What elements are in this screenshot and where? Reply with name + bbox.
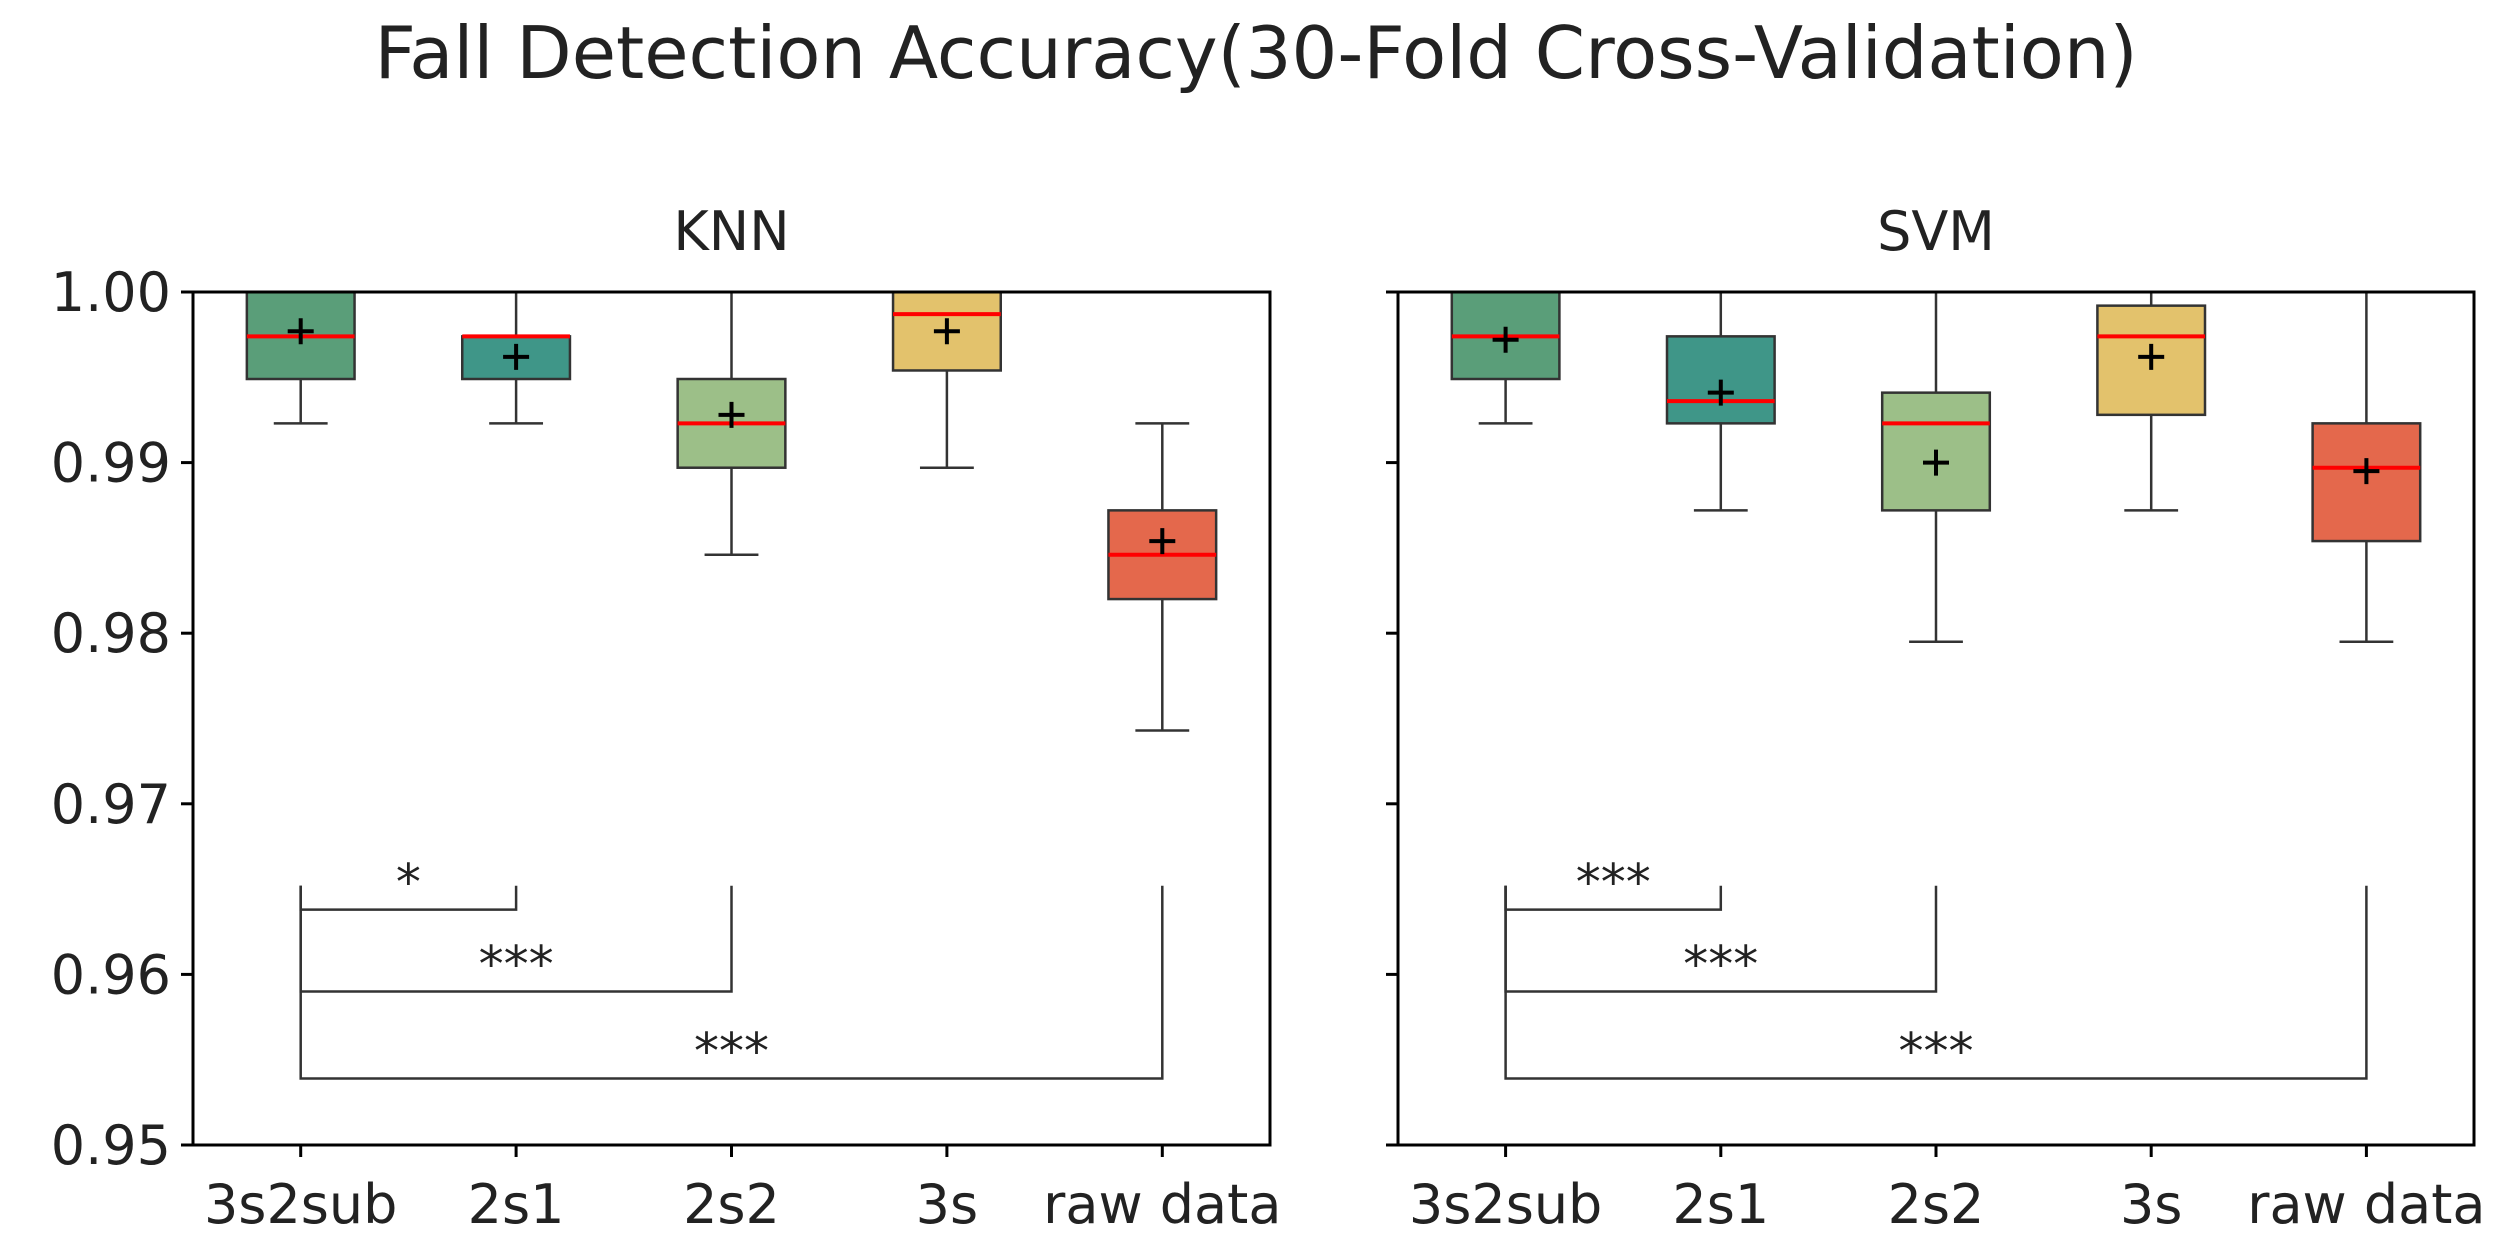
box-2s2 [676,290,787,556]
mean-marker [1707,379,1734,406]
box-raw-data [1107,422,1218,732]
x-tick-label: raw data [2247,1173,2485,1236]
mean-marker [2353,458,2380,485]
box-3s2sub [1450,290,1561,425]
plot-frame [191,290,1272,1147]
significance-bracket: * [299,854,518,912]
y-tick-label: 0.98 [51,602,171,665]
panel-title: SVM [1877,200,1995,263]
box-raw-data [2311,290,2422,643]
y-tick-label: 1.00 [51,261,171,324]
plot-frame [1396,290,2476,1147]
mean-marker [287,318,314,345]
figure-title: Fall Detection Accuracy(30-Fold Cross-Va… [374,11,2137,95]
significance-label: *** [694,1022,769,1080]
x-tick-label: 2s1 [468,1173,565,1236]
bracket-line [299,885,1164,1080]
mean-marker [1149,528,1176,555]
panel-svm: SVM 3s2sub 2s1 2s2 3s raw data *** *** *** [1386,200,2486,1236]
mean-marker [1923,449,1949,476]
x-tick-label: 3s [916,1173,979,1236]
mean-marker [1492,326,1519,353]
significance-bracket: *** [1504,885,1938,993]
box-2s1 [461,290,572,425]
x-tick-label: raw data [1043,1173,1281,1236]
y-tick-label: 0.95 [51,1114,171,1177]
x-tick-label: 3s [2120,1173,2183,1236]
significance-label: * [396,854,421,912]
box-2s1 [1665,290,1776,512]
x-tick-label: 2s2 [683,1173,780,1236]
significance-bracket: *** [299,885,1164,1080]
significance-label: *** [1899,1022,1974,1080]
x-tick-label: 3s2sub [204,1173,397,1236]
x-tick-label: 3s2sub [1409,1173,1602,1236]
bracket-line [1504,885,2368,1080]
panel-title: KNN [673,200,789,263]
x-tick-label: 2s1 [1672,1173,1769,1236]
mean-marker [2138,343,2165,370]
panel-knn: KNN 0.95 0.96 0.97 0.98 0.99 1.00 3s2sub 2s1 2s2 3… [51,200,1282,1236]
significance-label: *** [1576,854,1651,912]
mean-marker [503,343,530,370]
mean-marker [718,401,745,428]
panels: KNN 0.95 0.96 0.97 0.98 0.99 1.00 3s2sub 2s1 2s2 3… [51,200,2486,1236]
mean-marker [933,318,960,345]
box-3s [2096,290,2207,512]
box-3s2sub [245,290,356,425]
x-tick-label: 2s2 [1888,1173,1985,1236]
y-tick-label: 0.97 [51,773,171,836]
y-tick-label: 0.99 [51,432,171,495]
significance-label: *** [1683,935,1758,993]
significance-label: *** [479,935,554,993]
y-tick-label: 0.96 [51,943,171,1006]
box-3s [891,290,1002,469]
significance-bracket: *** [1504,885,2368,1080]
